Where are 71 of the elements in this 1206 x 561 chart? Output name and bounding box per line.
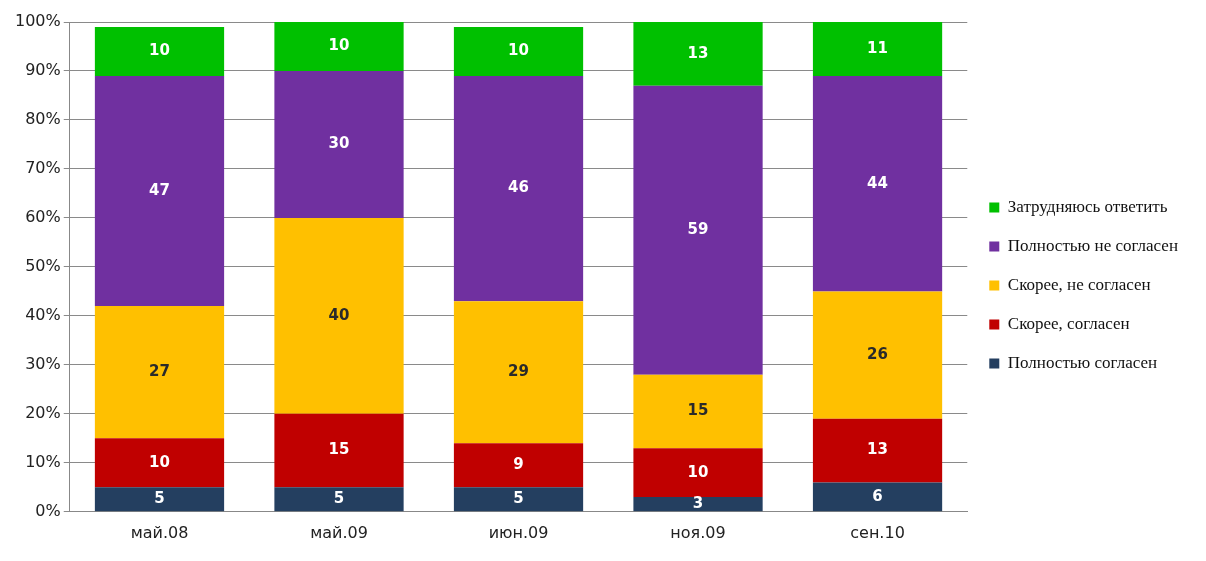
bar — [633, 497, 763, 512]
bar — [274, 413, 404, 488]
bar — [453, 443, 584, 488]
bar — [94, 438, 225, 488]
legend-label: Затрудняюсь ответить — [1007, 196, 1168, 216]
y-tick-label: 10% — [25, 451, 61, 471]
bar — [274, 22, 404, 71]
y-tick-label: 20% — [25, 403, 61, 422]
bar — [633, 85, 763, 375]
data-label: 5 — [154, 489, 165, 508]
data-label: 46 — [508, 178, 529, 197]
data-label: 15 — [328, 440, 350, 459]
y-tick-label: 100% — [14, 11, 61, 31]
data-label: 10 — [328, 36, 350, 55]
data-label: 29 — [508, 362, 529, 381]
y-tick-label: 70% — [25, 158, 61, 178]
bar — [633, 22, 763, 86]
bar — [453, 301, 584, 444]
bar — [453, 75, 584, 302]
data-label: 13 — [867, 440, 888, 459]
data-label: 11 — [867, 38, 888, 57]
data-label: 27 — [149, 362, 170, 381]
bar — [633, 448, 763, 498]
bar — [94, 75, 225, 307]
x-tick-label: май.08 — [130, 522, 189, 542]
bar — [94, 487, 225, 512]
data-label: 10 — [508, 41, 529, 60]
data-label: 6 — [872, 486, 883, 505]
bar — [812, 482, 943, 512]
legend-label: Полностью согласен — [1007, 352, 1158, 372]
data-label: 5 — [333, 489, 345, 508]
y-tick-label: 30% — [25, 354, 61, 374]
bar — [274, 217, 404, 414]
data-label: 5 — [513, 489, 524, 508]
y-tick-label: 50% — [25, 256, 61, 276]
x-tick-label: май.09 — [310, 522, 368, 542]
data-label: 10 — [687, 462, 709, 481]
data-label: 10 — [149, 452, 170, 471]
data-label: 3 — [692, 494, 704, 513]
bar — [812, 291, 943, 419]
bar — [812, 22, 943, 76]
x-tick-label: июн.09 — [488, 522, 549, 542]
legend-label: Скорее, согласен — [1007, 313, 1130, 333]
y-tick-label: 40% — [25, 305, 61, 325]
y-tick-label: 80% — [25, 109, 61, 129]
data-label: 47 — [149, 180, 170, 199]
legend-label: Скорее, не согласен — [1007, 274, 1151, 294]
data-label: 15 — [687, 401, 709, 420]
data-label: 59 — [687, 220, 709, 239]
data-label: 40 — [328, 305, 350, 324]
y-tick-label: 90% — [25, 60, 61, 80]
bar — [274, 487, 404, 512]
data-label: 30 — [328, 134, 350, 153]
bar — [94, 26, 225, 76]
bar — [94, 306, 225, 439]
data-label: 9 — [513, 455, 524, 474]
bar — [274, 70, 404, 218]
data-label: 10 — [149, 41, 170, 60]
bar — [453, 26, 584, 76]
y-tick-label: 60% — [25, 207, 61, 227]
bar — [633, 374, 763, 449]
data-label: 26 — [867, 344, 888, 363]
bar — [453, 487, 584, 512]
legend-label: Полностью не согласен — [1007, 235, 1179, 255]
x-tick-label: сен.10 — [850, 522, 905, 542]
bar — [812, 75, 943, 292]
data-label: 44 — [867, 173, 888, 192]
data-label: 13 — [687, 43, 709, 62]
bar — [812, 418, 943, 483]
y-tick-label: 0% — [35, 500, 61, 520]
x-tick-label: ноя.09 — [670, 522, 726, 542]
